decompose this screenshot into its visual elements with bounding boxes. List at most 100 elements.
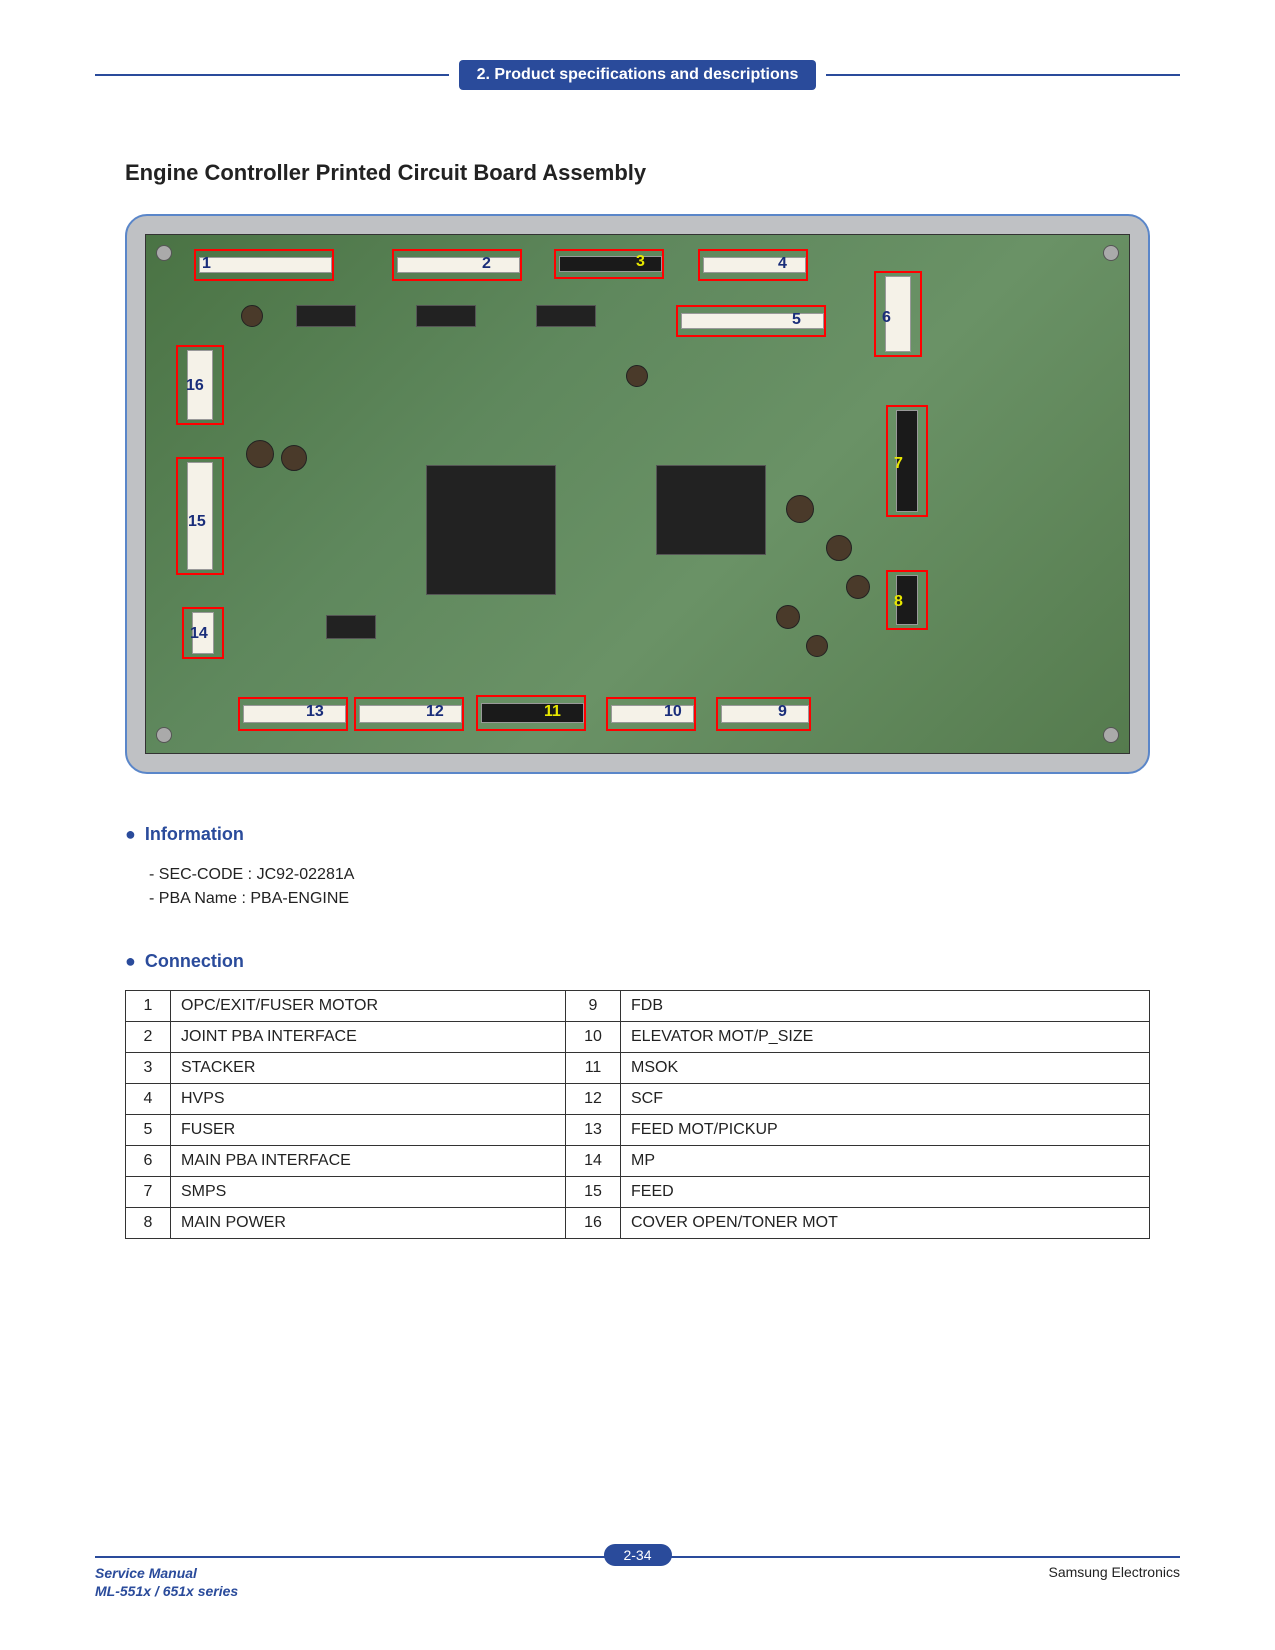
connector-label-16: 16 bbox=[186, 377, 204, 395]
pcb-chip bbox=[656, 465, 766, 555]
info-item: - SEC-CODE : JC92-02281A bbox=[149, 863, 1150, 887]
conn-num: 14 bbox=[566, 1146, 621, 1177]
bullet-icon: ● bbox=[125, 951, 136, 971]
table-row: 6MAIN PBA INTERFACE14MP bbox=[126, 1146, 1150, 1177]
table-row: 3STACKER11MSOK bbox=[126, 1053, 1150, 1084]
connector-body bbox=[721, 705, 809, 723]
connector-label-5: 5 bbox=[792, 311, 801, 329]
connector-body bbox=[397, 257, 520, 274]
conn-name: MSOK bbox=[621, 1053, 1150, 1084]
connection-table: 1OPC/EXIT/FUSER MOTOR9FDB2JOINT PBA INTE… bbox=[125, 990, 1150, 1239]
table-row: 8MAIN POWER16COVER OPEN/TONER MOT bbox=[126, 1208, 1150, 1239]
pcb-capacitor bbox=[786, 495, 814, 523]
header-rule-left bbox=[95, 74, 449, 76]
conn-name: MAIN PBA INTERFACE bbox=[171, 1146, 566, 1177]
conn-num: 3 bbox=[126, 1053, 171, 1084]
page-title: Engine Controller Printed Circuit Board … bbox=[125, 160, 1150, 186]
pcb-board-diagram: 12345678910111213141516 bbox=[145, 234, 1130, 754]
page-footer: 2-34 Service Manual ML-551x / 651x serie… bbox=[95, 1556, 1180, 1600]
connector-body bbox=[243, 705, 346, 723]
pcb-capacitor bbox=[826, 535, 852, 561]
conn-name: JOINT PBA INTERFACE bbox=[171, 1022, 566, 1053]
pcb-capacitor bbox=[846, 575, 870, 599]
pcb-connector-11 bbox=[476, 695, 586, 731]
connector-body bbox=[703, 257, 806, 274]
pcb-chip bbox=[326, 615, 376, 639]
conn-name: OPC/EXIT/FUSER MOTOR bbox=[171, 991, 566, 1022]
conn-name: MP bbox=[621, 1146, 1150, 1177]
pcb-connector-10 bbox=[606, 697, 696, 731]
connector-label-14: 14 bbox=[190, 625, 208, 643]
connector-body bbox=[199, 257, 332, 274]
conn-num: 1 bbox=[126, 991, 171, 1022]
conn-name: FEED bbox=[621, 1177, 1150, 1208]
conn-name: STACKER bbox=[171, 1053, 566, 1084]
pcb-capacitor bbox=[241, 305, 263, 327]
footer-left: Service Manual ML-551x / 651x series bbox=[95, 1564, 238, 1600]
conn-name: SCF bbox=[621, 1084, 1150, 1115]
table-row: 2JOINT PBA INTERFACE10ELEVATOR MOT/P_SIZ… bbox=[126, 1022, 1150, 1053]
connector-label-3: 3 bbox=[636, 253, 645, 271]
pcb-connector-2 bbox=[392, 249, 522, 281]
conn-num: 11 bbox=[566, 1053, 621, 1084]
pcb-connector-12 bbox=[354, 697, 464, 731]
section-banner: 2. Product specifications and descriptio… bbox=[459, 60, 817, 90]
pcb-connector-3 bbox=[554, 249, 664, 279]
pcb-connector-7 bbox=[886, 405, 928, 517]
pcb-capacitor bbox=[776, 605, 800, 629]
conn-name: MAIN POWER bbox=[171, 1208, 566, 1239]
info-heading: ● Information bbox=[125, 824, 1150, 845]
pcb-capacitor bbox=[281, 445, 307, 471]
info-list: - SEC-CODE : JC92-02281A- PBA Name : PBA… bbox=[149, 863, 1150, 911]
pcb-connector-1 bbox=[194, 249, 334, 281]
table-row: 5FUSER13FEED MOT/PICKUP bbox=[126, 1115, 1150, 1146]
connector-label-15: 15 bbox=[188, 513, 206, 531]
conn-num: 6 bbox=[126, 1146, 171, 1177]
connector-label-10: 10 bbox=[664, 703, 682, 721]
table-row: 1OPC/EXIT/FUSER MOTOR9FDB bbox=[126, 991, 1150, 1022]
conn-name: FDB bbox=[621, 991, 1150, 1022]
conn-num: 7 bbox=[126, 1177, 171, 1208]
screw-hole bbox=[1103, 245, 1119, 261]
info-heading-text: Information bbox=[145, 824, 244, 844]
conn-num: 4 bbox=[126, 1084, 171, 1115]
conn-name: COVER OPEN/TONER MOT bbox=[621, 1208, 1150, 1239]
conn-num: 9 bbox=[566, 991, 621, 1022]
pcb-chip bbox=[416, 305, 476, 327]
pcb-connector-5 bbox=[676, 305, 826, 337]
connector-label-13: 13 bbox=[306, 703, 324, 721]
page-header: 2. Product specifications and descriptio… bbox=[95, 60, 1180, 90]
screw-hole bbox=[156, 727, 172, 743]
conn-name: FUSER bbox=[171, 1115, 566, 1146]
conn-name: SMPS bbox=[171, 1177, 566, 1208]
info-item: - PBA Name : PBA-ENGINE bbox=[149, 887, 1150, 911]
screw-hole bbox=[156, 245, 172, 261]
connector-label-9: 9 bbox=[778, 703, 787, 721]
connection-heading: ● Connection bbox=[125, 951, 1150, 972]
conn-num: 16 bbox=[566, 1208, 621, 1239]
pcb-capacitor bbox=[626, 365, 648, 387]
header-rule-right bbox=[826, 74, 1180, 76]
connector-label-2: 2 bbox=[482, 255, 491, 273]
page-content: Engine Controller Printed Circuit Board … bbox=[95, 160, 1180, 1239]
footer-rule: 2-34 bbox=[95, 1556, 1180, 1558]
footer-model: ML-551x / 651x series bbox=[95, 1582, 238, 1600]
connector-label-11: 11 bbox=[544, 703, 561, 721]
conn-num: 15 bbox=[566, 1177, 621, 1208]
pcb-capacitor bbox=[806, 635, 828, 657]
connector-label-1: 1 bbox=[202, 255, 211, 273]
connector-label-12: 12 bbox=[426, 703, 444, 721]
conn-num: 8 bbox=[126, 1208, 171, 1239]
page-number: 2-34 bbox=[603, 1544, 671, 1566]
connector-label-8: 8 bbox=[894, 593, 903, 611]
pcb-chip bbox=[296, 305, 356, 327]
conn-num: 5 bbox=[126, 1115, 171, 1146]
conn-name: HVPS bbox=[171, 1084, 566, 1115]
pcb-connector-13 bbox=[238, 697, 348, 731]
connector-body bbox=[559, 256, 662, 272]
connection-heading-text: Connection bbox=[145, 951, 244, 971]
pcb-connector-4 bbox=[698, 249, 808, 281]
conn-name: ELEVATOR MOT/P_SIZE bbox=[621, 1022, 1150, 1053]
pcb-connector-8 bbox=[886, 570, 928, 630]
table-row: 4HVPS12SCF bbox=[126, 1084, 1150, 1115]
